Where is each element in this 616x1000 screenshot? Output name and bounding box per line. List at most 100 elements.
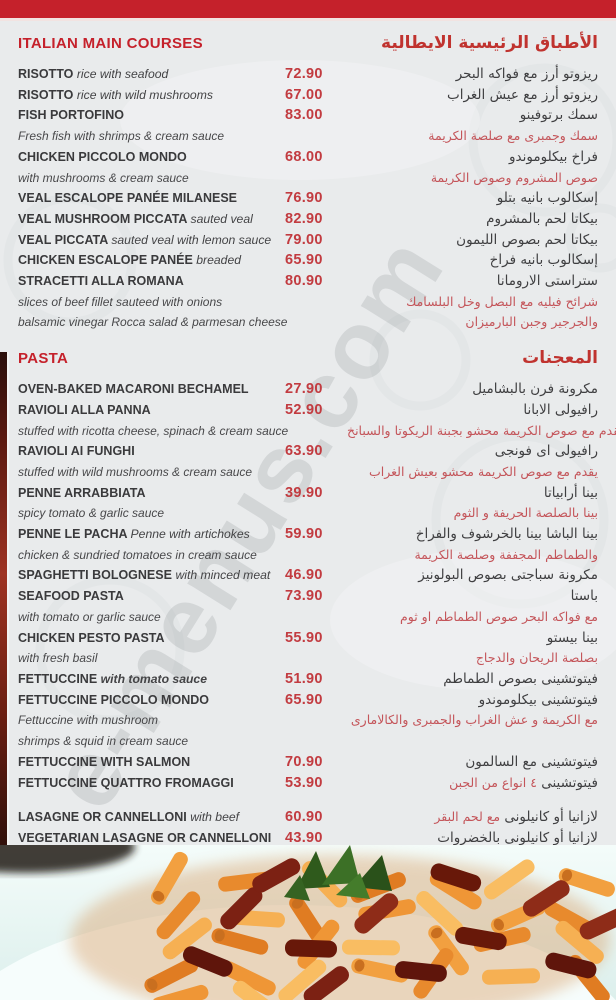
item-name-text: VEAL ESCALOPE PANÉE MILANESE xyxy=(18,191,238,206)
section-header: PASTA المعجنات xyxy=(18,348,598,368)
item-name-en: CHICKEN PESTO PASTA xyxy=(18,628,285,649)
item-name-ar-main: رافيولى الابانا xyxy=(523,401,598,418)
menu-item-row: LASAGNE OR CANNELLONI with beef 60.90 لازا… xyxy=(18,807,598,828)
item-name-text: RAVIOLI ALLA PANNA xyxy=(18,402,151,417)
item-desc-ar: والجرجير وجبن البارميزان xyxy=(465,314,598,330)
item-name-ar: ستراستى الارومانا xyxy=(347,271,598,292)
item-name-suffix: with minced meat xyxy=(175,568,271,583)
item-desc-en: spicy tomato & garlic sauce xyxy=(18,506,165,521)
item-name-en: SPAGHETTI BOLOGNESE with minced meat xyxy=(18,565,285,586)
item-price: 39.90 xyxy=(285,484,323,501)
item-name-ar-main: إسكالوب بانيه فراخ xyxy=(489,252,598,269)
item-name-ar: فيتوتشينى بيكلوموندو xyxy=(347,690,598,711)
item-name-en: SEAFOOD PASTA xyxy=(18,586,285,607)
penne-tube-hole xyxy=(291,898,304,909)
menu-item-row: RAVIOLI ALLA PANNA 52.90 رافيولى الابانا xyxy=(18,400,598,421)
item-name-ar: ريزوتو أرز مع عيش الغراب xyxy=(347,85,598,106)
item-name-ar-main: فيتوتشينى بيكلوموندو xyxy=(478,691,598,708)
item-name-ar-main: إسكالوب بانيه بتلو xyxy=(496,190,598,207)
item-name-suffix: rice with wild mushrooms xyxy=(76,87,213,102)
item-name-ar-main: مكرونة فرن بالبشاميل xyxy=(472,381,598,398)
menu-item-row: FETTUCCINE QUATTRO FROMAGGI 53.90 فيتوتشين… xyxy=(18,773,598,794)
sun-dried-tomato xyxy=(252,858,301,893)
item-name-en: FETTUCCINE WITH SALMON xyxy=(18,752,285,773)
item-name-en: VEAL PICCATA sauted veal with lemon sauc… xyxy=(18,230,285,251)
item-name-ar: بيكاتا لحم بصوص الليمون xyxy=(347,230,598,251)
item-name-ar: إسكالوب بانيه بتلو xyxy=(347,188,598,209)
item-name-ar: بينا بيستو xyxy=(347,628,598,649)
sun-dried-tomato xyxy=(303,966,349,1000)
item-desc-en: with fresh basil xyxy=(18,651,98,666)
item-name-en: VEAL MUSHROOM PICCATA sauted veal xyxy=(18,209,285,230)
item-desc-ar: شرائح فيليه مع البصل وخل البلسامك xyxy=(406,293,598,309)
left-photo-edge-strip xyxy=(0,352,9,845)
item-name-ar-accent: مع لحم البقر xyxy=(434,809,501,825)
item-name-ar: باستا xyxy=(347,586,598,607)
menu-item-row: FETTUCCINE WITH SALMON 70.90 فيتوتشينى مع … xyxy=(18,752,598,773)
sun-dried-tomato xyxy=(354,893,399,934)
item-name-ar: سمك برتوفينو xyxy=(347,105,598,126)
item-desc-ar: بينا بالصلصة الحريفة و الثوم xyxy=(453,505,598,521)
item-name-en: PENNE ARRABBIATA xyxy=(18,483,285,504)
section-title-en: ITALIAN MAIN COURSES xyxy=(18,35,203,52)
section-title-en: PASTA xyxy=(18,350,69,368)
item-desc-en: stuffed with ricotta cheese, spinach & c… xyxy=(18,423,289,438)
item-name-en: RISOTTO rice with wild mushrooms xyxy=(18,85,285,106)
item-name-ar-main: ريزوتو أرز مع فواكه البحر xyxy=(455,66,598,82)
item-desc-row: Fettuccine with mushroom مع الكريمة و عش … xyxy=(18,710,598,731)
item-name-ar-main: لازانيا أو كانيلونى بالخضروات xyxy=(437,829,598,846)
item-name-en: LASAGNE OR CANNELLONI with beef xyxy=(18,807,285,828)
item-name-ar-main: فراخ بيكلوموندو xyxy=(509,148,598,165)
item-desc-ar: مع فواكه البحر صوص الطماطم او ثوم xyxy=(400,608,598,624)
item-name-suffix: with tomato sauce xyxy=(100,671,207,686)
item-name-text: RAVIOLI AI FUNGHI xyxy=(18,444,135,459)
item-desc-en: with tomato or garlic sauce xyxy=(18,609,161,624)
menu-item-row: FISH PORTOFINO 83.00 سمك برتوفينو xyxy=(18,105,598,126)
penne-tube-hole xyxy=(152,890,165,902)
item-price: 43.90 xyxy=(285,829,323,846)
item-name-ar: فراخ بيكلوموندو xyxy=(347,147,598,168)
penne-piece xyxy=(558,868,615,897)
item-name-ar-main: باستا xyxy=(570,588,598,605)
item-price: 59.90 xyxy=(285,526,323,543)
item-name-ar-main: فيتوتشينى مع السالمون xyxy=(465,753,598,770)
item-desc-row: stuffed with ricotta cheese, spinach & c… xyxy=(18,421,616,442)
item-price: 73.90 xyxy=(285,588,323,605)
menu-item-row: CHICKEN PICCOLO MONDO 68.00 فراخ بيكلوموند… xyxy=(18,147,598,168)
section-header: ITALIAN MAIN COURSES الأطباق الرئيسية الا… xyxy=(18,33,598,53)
item-name-ar: رافيولى اى فونجى xyxy=(347,441,598,462)
menu-item-row: FETTUCCINE PICCOLO MONDO 65.90 فيتوتشينى ب… xyxy=(18,690,598,711)
item-name-ar-main: رافيولى اى فونجى xyxy=(494,443,598,460)
item-name-text: RISOTTO xyxy=(18,87,74,102)
menu-item-row: STRACETTI ALLA ROMANA 80.90 ستراستى الاروم… xyxy=(18,271,598,292)
parsley-garnish xyxy=(284,845,392,901)
item-price: 65.90 xyxy=(285,691,323,708)
item-name-text: FETTUCCINE QUATTRO FROMAGGI xyxy=(18,775,234,790)
menu-item-row: SEAFOOD PASTA 73.90 باستا xyxy=(18,586,598,607)
item-desc-ar: يقدم مع صوص الكريمة محشو بعيش الغراب xyxy=(368,463,598,479)
item-name-suffix: rice with seafood xyxy=(76,67,169,81)
item-name-en: RAVIOLI ALLA PANNA xyxy=(18,400,285,421)
item-desc-en: stuffed with wild mushrooms & cream sauc… xyxy=(18,464,253,479)
penne-tube-hole xyxy=(147,978,158,991)
item-desc-en: balsamic vinegar Rocca salad & parmesan … xyxy=(18,315,288,330)
menu-item-row: RAVIOLI AI FUNGHI 63.90 رافيولى اى فونجى xyxy=(18,441,598,462)
item-name-en: FETTUCCINE with tomato sauce xyxy=(18,669,285,690)
item-name-text: SPAGHETTI BOLOGNESE xyxy=(18,568,172,583)
item-desc-row: spicy tomato & garlic sauce بينا بالصلصة … xyxy=(18,503,598,524)
item-desc-en: chicken & sundried tomatoes in cream sau… xyxy=(18,547,257,562)
menu-content: ITALIAN MAIN COURSES الأطباق الرئيسية الا… xyxy=(0,21,616,849)
penne-piece xyxy=(483,859,535,900)
item-name-text: FETTUCCINE PICCOLO MONDO xyxy=(18,692,209,707)
penne-tube-hole xyxy=(430,927,443,939)
item-price: 52.90 xyxy=(285,401,323,418)
item-name-ar-accent: ٤ انواع من الجبن xyxy=(449,774,537,790)
item-price: 80.90 xyxy=(285,273,323,290)
item-desc-ar: صوص المشروم وصوص الكريمة xyxy=(430,169,598,185)
sun-dried-tomato xyxy=(455,926,507,951)
sun-dried-tomato xyxy=(182,946,233,977)
penne-piece xyxy=(151,984,209,1000)
menu-item-row: RISOTTO rice with seafood 72.90 ريزوتو أرز… xyxy=(18,64,598,85)
item-desc-row: balsamic vinegar Rocca salad & parmesan … xyxy=(18,312,598,333)
